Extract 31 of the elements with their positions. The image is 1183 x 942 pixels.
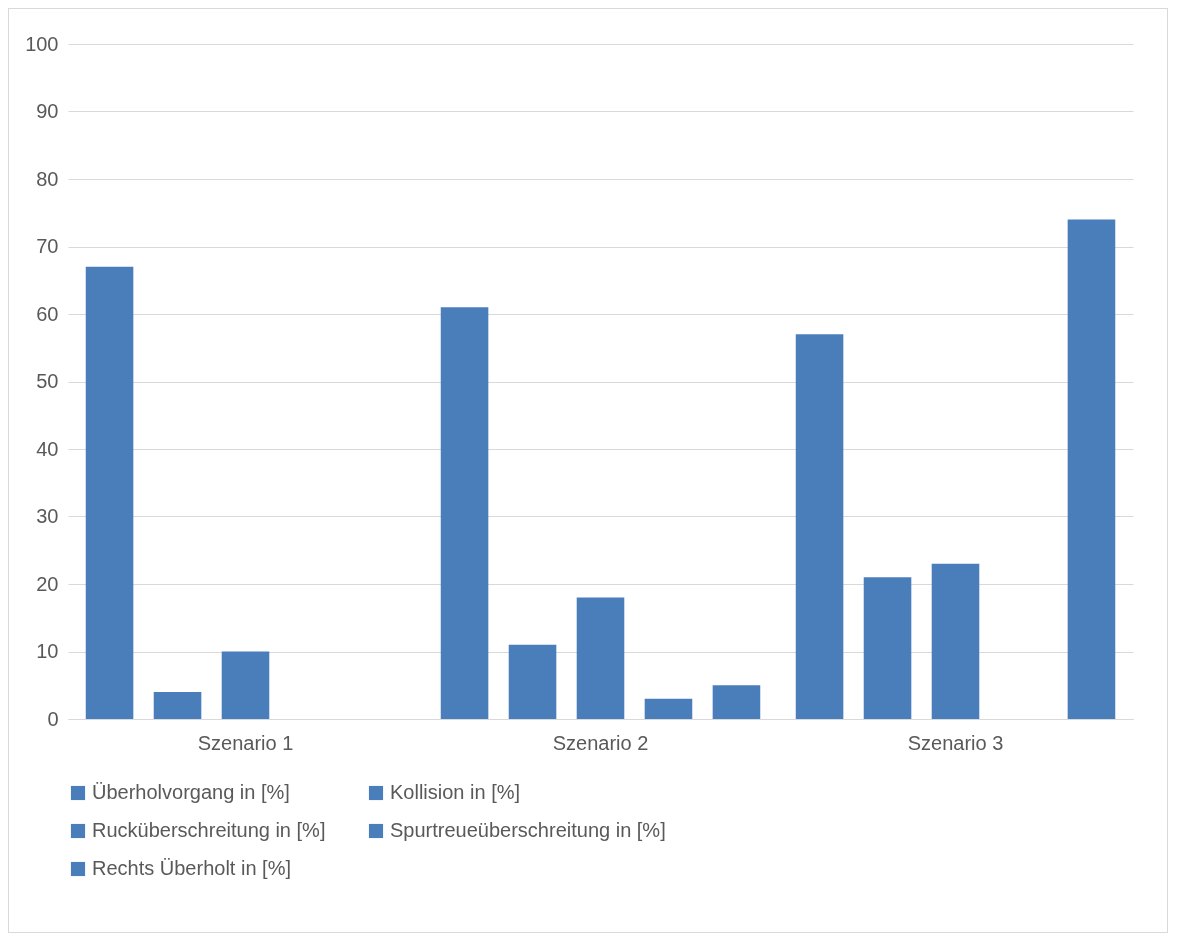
y-tick-label: 10 <box>36 640 59 662</box>
legend-label: Überholvorgang in [%] <box>92 781 290 803</box>
bar <box>863 577 912 719</box>
y-tick-label: 20 <box>36 572 59 595</box>
legend-label: Rucküberschreitung in [%] <box>92 819 326 841</box>
bar <box>795 334 844 719</box>
y-tick-label: 80 <box>36 167 59 190</box>
y-tick-label: 70 <box>36 235 59 257</box>
bar <box>644 698 693 719</box>
bar <box>508 644 557 719</box>
bar <box>153 692 202 719</box>
y-tick-label: 30 <box>36 505 59 527</box>
y-tick-label: 100 <box>25 32 59 55</box>
legend-label: Kollision in [%] <box>390 781 521 803</box>
y-tick-label: 0 <box>47 707 59 730</box>
bar <box>221 651 270 719</box>
x-tick-label: Szenario 2 <box>552 731 649 754</box>
bar <box>440 307 489 719</box>
y-tick-label: 90 <box>36 100 59 122</box>
x-tick-label: Szenario 3 <box>907 731 1004 754</box>
legend-label: Spurtreueüberschreitung in [%] <box>390 819 666 841</box>
bar <box>931 563 980 719</box>
bar <box>1067 219 1116 719</box>
bar <box>712 685 761 719</box>
bar <box>576 597 625 719</box>
x-tick-label: Szenario 1 <box>197 731 294 754</box>
y-tick-label: 60 <box>36 302 59 325</box>
y-tick-label: 50 <box>36 370 59 392</box>
legend-label: Rechts Überholt in [%] <box>92 857 291 879</box>
y-tick-label: 40 <box>36 437 59 460</box>
bar <box>85 266 134 719</box>
